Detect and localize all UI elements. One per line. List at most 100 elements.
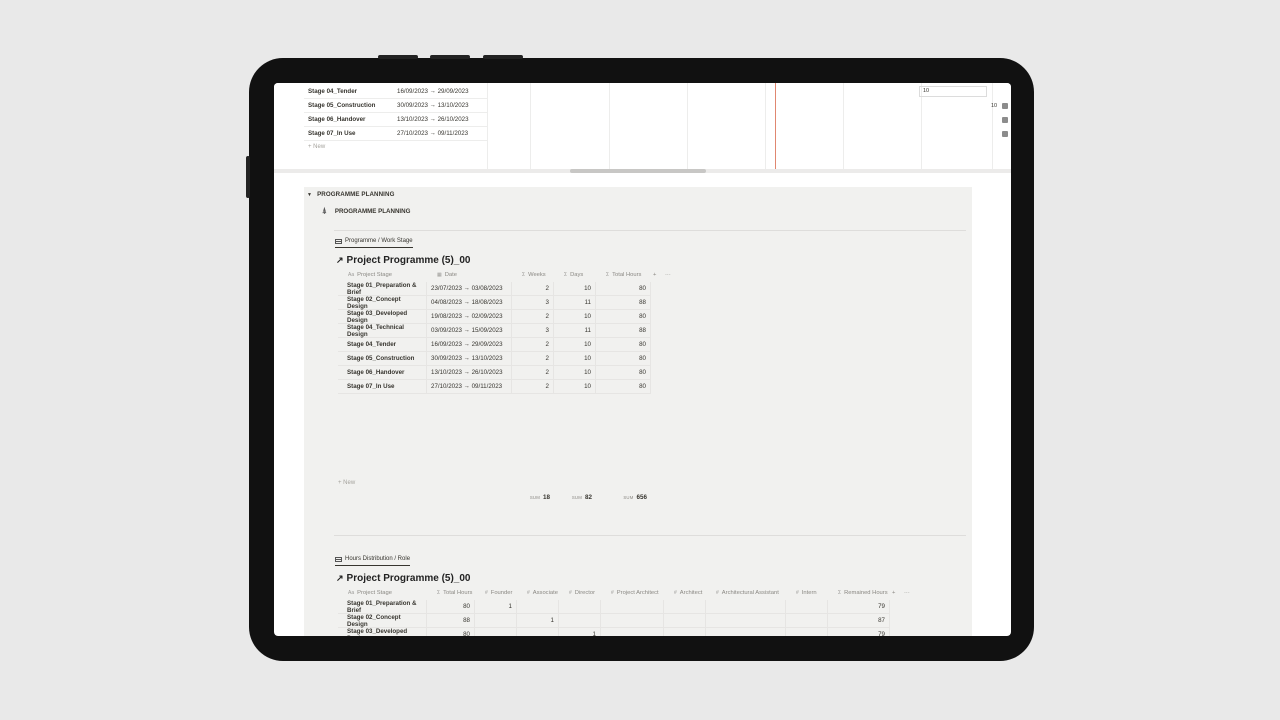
cell-date[interactable]: 16/09/2023 → 29/09/2023 xyxy=(427,337,512,352)
table-row[interactable]: Stage 04_Tender 16/09/2023 → 29/09/2023 2 1… xyxy=(338,337,651,352)
cell-total-hours[interactable]: 80 xyxy=(427,627,475,636)
expand-icon[interactable] xyxy=(1002,117,1008,123)
cell-architect[interactable] xyxy=(664,627,706,636)
column-header-associate[interactable]: # Associate xyxy=(517,586,559,599)
timeline-row[interactable]: Stage 06_Handover 13/10/2023 → 26/10/202… xyxy=(304,113,487,127)
cell-days[interactable]: 11 xyxy=(554,323,596,338)
cell-architect[interactable] xyxy=(664,613,706,628)
table-row[interactable]: Stage 07_In Use 27/10/2023 → 09/11/2023 2 1… xyxy=(338,379,651,394)
expand-icon[interactable] xyxy=(1002,103,1008,109)
cell-associate[interactable] xyxy=(517,627,559,636)
column-header-remained-hours[interactable]: Σ Remained Hours xyxy=(828,586,890,599)
cell-date[interactable]: 19/08/2023 → 02/09/2023 xyxy=(427,309,512,324)
timeline-new-button[interactable]: + New xyxy=(308,144,326,150)
cell-founder[interactable]: 1 xyxy=(475,599,517,614)
cell-hours[interactable]: 80 xyxy=(596,281,651,296)
column-header-intern[interactable]: # Intern xyxy=(786,586,828,599)
cell-total-hours[interactable]: 80 xyxy=(427,599,475,614)
cell-total-hours[interactable]: 88 xyxy=(427,613,475,628)
cell-days[interactable]: 11 xyxy=(554,295,596,310)
column-header-total-hours[interactable]: Σ Total Hours xyxy=(427,586,475,599)
timeline-row[interactable]: Stage 05_Construction 30/09/2023 → 13/10… xyxy=(304,99,487,113)
expand-icon[interactable] xyxy=(1002,131,1008,137)
cell-director[interactable]: 1 xyxy=(559,627,601,636)
cell-stage[interactable]: Stage 06_Handover xyxy=(338,365,427,380)
programme-planning-toggle[interactable]: ▼ PROGRAMME PLANNING xyxy=(307,191,395,198)
horizontal-scrollbar-thumb[interactable] xyxy=(570,169,706,173)
table-row[interactable]: Stage 03_Developed Design 19/08/2023 → 02… xyxy=(338,309,651,324)
cell-date[interactable]: 04/08/2023 → 18/08/2023 xyxy=(427,295,512,310)
cell-project-architect[interactable] xyxy=(601,599,664,614)
column-header-project-architect[interactable]: # Project Architect xyxy=(601,586,664,599)
cell-architectural-assistant[interactable] xyxy=(706,599,786,614)
cell-architect[interactable] xyxy=(664,599,706,614)
cell-days[interactable]: 10 xyxy=(554,379,596,394)
new-row-button[interactable]: + New xyxy=(338,480,356,486)
column-header-architectural-assistant[interactable]: # Architectural Assistant xyxy=(706,586,786,599)
column-header-stage[interactable]: Aa Project Stage xyxy=(338,268,427,281)
cell-stage[interactable]: Stage 07_In Use xyxy=(338,379,427,394)
tab-programme-work-stage[interactable]: Programme / Work Stage xyxy=(335,238,413,248)
cell-director[interactable] xyxy=(559,599,601,614)
cell-hours[interactable]: 88 xyxy=(596,295,651,310)
cell-remained-hours[interactable]: 79 xyxy=(828,627,890,636)
table-row[interactable]: Stage 01_Preparation & Brief 80 1 79 xyxy=(338,599,890,614)
table-row[interactable]: Stage 03_Developed Design80 1 79 xyxy=(338,627,890,636)
table-row[interactable]: Stage 02_Concept Design 88 1 87 xyxy=(338,613,890,628)
tab-hours-distribution-role[interactable]: Hours Distribution / Role xyxy=(335,556,411,566)
cell-hours[interactable]: 80 xyxy=(596,309,651,324)
cell-days[interactable]: 10 xyxy=(554,337,596,352)
cell-remained-hours[interactable]: 79 xyxy=(828,599,890,614)
column-header-total-hours[interactable]: Σ Total Hours xyxy=(596,268,651,281)
cell-stage[interactable]: Stage 04_Tender xyxy=(338,337,427,352)
table-row[interactable]: Stage 06_Handover 13/10/2023 → 26/10/2023… xyxy=(338,365,651,380)
cell-director[interactable] xyxy=(559,613,601,628)
cell-weeks[interactable]: 2 xyxy=(512,351,554,366)
cell-associate[interactable] xyxy=(517,599,559,614)
add-column-button[interactable]: + xyxy=(892,589,896,596)
timeline-value-input[interactable]: 10 xyxy=(919,86,987,97)
column-header-founder[interactable]: # Founder xyxy=(475,586,517,599)
table-row[interactable]: Stage 05_Construction 30/09/2023 → 13/10/… xyxy=(338,351,651,366)
cell-stage[interactable]: Stage 02_Concept Design xyxy=(338,295,427,310)
timeline-row[interactable]: Stage 04_Tender 16/09/2023 → 29/09/2023 xyxy=(304,85,487,99)
table-row[interactable]: Stage 04_Technical Design 03/09/2023 → 15… xyxy=(338,323,651,338)
cell-hours[interactable]: 80 xyxy=(596,351,651,366)
cell-hours[interactable]: 80 xyxy=(596,337,651,352)
cell-stage[interactable]: Stage 05_Construction xyxy=(338,351,427,366)
cell-weeks[interactable]: 3 xyxy=(512,323,554,338)
timeline-row[interactable]: Stage 07_In Use 27/10/2023 → 09/11/2023 xyxy=(304,127,487,141)
cell-project-architect[interactable] xyxy=(601,627,664,636)
cell-associate[interactable]: 1 xyxy=(517,613,559,628)
cell-weeks[interactable]: 3 xyxy=(512,295,554,310)
cell-intern[interactable] xyxy=(786,599,828,614)
cell-date[interactable]: 03/09/2023 → 15/09/2023 xyxy=(427,323,512,338)
column-header-days[interactable]: Σ Days xyxy=(554,268,596,281)
cell-date[interactable]: 13/10/2023 → 26/10/2023 xyxy=(427,365,512,380)
cell-days[interactable]: 10 xyxy=(554,351,596,366)
column-header-architect[interactable]: # Architect xyxy=(664,586,706,599)
cell-days[interactable]: 10 xyxy=(554,309,596,324)
column-header-stage[interactable]: Aa Project Stage xyxy=(338,586,427,599)
add-column-button[interactable]: + xyxy=(653,271,657,278)
cell-intern[interactable] xyxy=(786,627,828,636)
cell-date[interactable]: 27/10/2023 → 09/11/2023 xyxy=(427,379,512,394)
column-header-date[interactable]: ▦ Date xyxy=(427,268,512,281)
cell-weeks[interactable]: 2 xyxy=(512,337,554,352)
cell-date[interactable]: 30/09/2023 → 13/10/2023 xyxy=(427,351,512,366)
database-title[interactable]: ↗ Project Programme (5)_00 xyxy=(336,573,471,584)
cell-weeks[interactable]: 2 xyxy=(512,309,554,324)
cell-days[interactable]: 10 xyxy=(554,365,596,380)
cell-hours[interactable]: 80 xyxy=(596,365,651,380)
table-row[interactable]: Stage 01_Preparation & Brief 23/07/2023 →… xyxy=(338,281,651,296)
cell-architectural-assistant[interactable] xyxy=(706,627,786,636)
cell-stage[interactable]: Stage 04_Technical Design xyxy=(338,323,427,338)
cell-weeks[interactable]: 2 xyxy=(512,281,554,296)
cell-stage[interactable]: Stage 03_Developed Design xyxy=(338,627,427,636)
cell-founder[interactable] xyxy=(475,613,517,628)
column-header-director[interactable]: # Director xyxy=(559,586,601,599)
cell-architectural-assistant[interactable] xyxy=(706,613,786,628)
cell-stage[interactable]: Stage 01_Preparation & Brief xyxy=(338,281,427,296)
column-header-weeks[interactable]: Σ Weeks xyxy=(512,268,554,281)
cell-stage[interactable]: Stage 02_Concept Design xyxy=(338,613,427,628)
